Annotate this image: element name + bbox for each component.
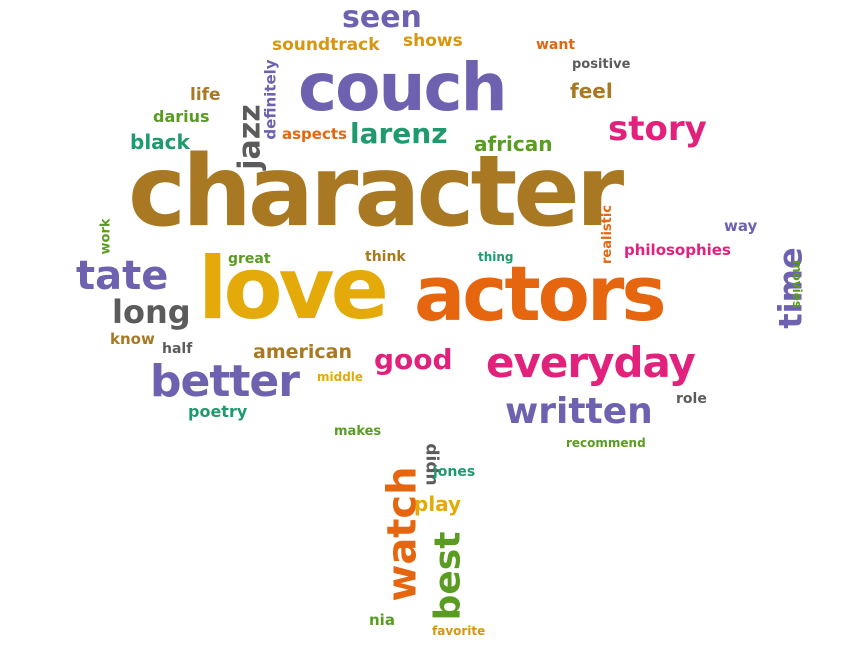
word-want: want [536, 37, 576, 53]
word-long: long [112, 293, 191, 331]
word-watch: watch [379, 466, 426, 602]
word-poetry: poetry [188, 402, 248, 421]
word-written: written [505, 391, 653, 432]
word-darius: darius [153, 107, 210, 126]
word-everyday: everyday [486, 338, 696, 387]
word-feel: feel [570, 79, 613, 103]
word-seen: seen [342, 0, 422, 35]
word-know: know [110, 330, 155, 348]
word-story: story [608, 109, 707, 149]
word-better: better [150, 356, 300, 407]
word-couch: couch [298, 49, 508, 126]
word-recommend: recommend [566, 436, 646, 450]
word-tate: tate [76, 253, 169, 299]
word-role: role [676, 391, 707, 407]
word-actors: actors [414, 249, 667, 338]
word-african: african [474, 132, 553, 156]
word-favorite: favorite [432, 624, 486, 638]
word-half: half [162, 341, 193, 357]
word-character: character [128, 135, 624, 249]
word-philosophies: philosophies [624, 241, 731, 259]
word-black: black [130, 130, 190, 154]
word-american: american [253, 341, 352, 363]
word-life: life [190, 85, 221, 105]
word-nia: nia [369, 611, 395, 629]
word-larenz: larenz [350, 117, 448, 150]
word-way: way [724, 217, 758, 235]
word-movies: movies [789, 260, 804, 308]
word-thing: thing [478, 250, 514, 264]
word-great: great [228, 251, 271, 267]
word-good: good [374, 343, 453, 376]
word-shows: shows [403, 31, 463, 51]
word-best: best [427, 531, 469, 621]
word-work: work [98, 218, 114, 255]
word-think: think [365, 249, 406, 265]
word-definitely: definitely [261, 59, 280, 140]
word-middle: middle [317, 370, 364, 384]
word-soundtrack: soundtrack [272, 35, 380, 55]
word-love: love [198, 239, 389, 339]
word-realistic: realistic [600, 204, 616, 265]
word-play: play [414, 492, 462, 516]
word-positive: positive [572, 57, 631, 72]
word-jones: jones [433, 464, 476, 480]
word-aspects: aspects [282, 125, 347, 143]
word-makes: makes [334, 424, 382, 439]
